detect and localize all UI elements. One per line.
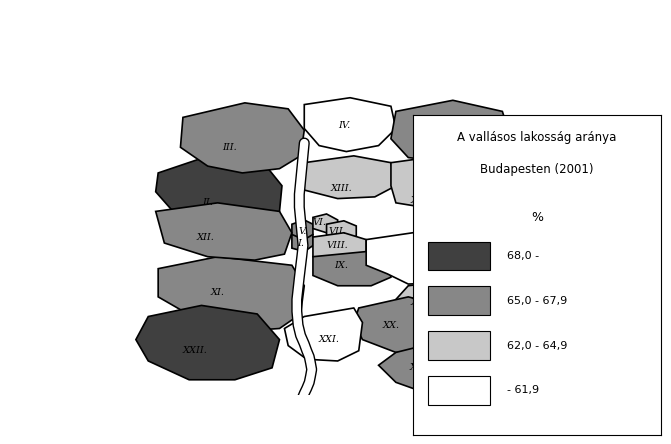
- Polygon shape: [327, 221, 356, 240]
- Text: 65,0 - 67,9: 65,0 - 67,9: [507, 296, 567, 306]
- Text: IX.: IX.: [334, 261, 348, 270]
- Polygon shape: [354, 297, 458, 353]
- Polygon shape: [313, 233, 366, 260]
- Polygon shape: [366, 231, 478, 284]
- Text: XIV.: XIV.: [411, 196, 430, 205]
- Polygon shape: [391, 154, 495, 209]
- Polygon shape: [313, 252, 391, 286]
- Bar: [427, 242, 490, 270]
- Text: A vallásos lakosság aránya: A vallásos lakosság aránya: [457, 131, 617, 144]
- Text: XXI.: XXI.: [319, 335, 340, 344]
- Text: VII.: VII.: [329, 226, 347, 236]
- Text: II.: II.: [202, 198, 213, 207]
- Text: XVII.: XVII.: [519, 244, 545, 253]
- Text: VIII.: VIII.: [327, 241, 348, 250]
- Bar: [427, 286, 490, 315]
- Text: I.: I.: [297, 238, 304, 247]
- Bar: [427, 331, 490, 360]
- Polygon shape: [378, 337, 511, 397]
- Text: X.: X.: [428, 256, 438, 265]
- Text: XVIII.: XVIII.: [518, 304, 546, 313]
- Text: XXII.: XXII.: [183, 346, 208, 355]
- Polygon shape: [156, 203, 292, 260]
- Polygon shape: [292, 229, 313, 252]
- Polygon shape: [156, 154, 282, 224]
- Polygon shape: [180, 103, 304, 173]
- Text: %: %: [531, 211, 543, 224]
- Polygon shape: [490, 149, 594, 209]
- Text: VI.: VI.: [312, 218, 326, 227]
- Polygon shape: [478, 200, 607, 274]
- Text: XXIII.: XXIII.: [410, 363, 439, 373]
- Text: Budapesten (2001): Budapesten (2001): [480, 163, 594, 176]
- Text: - 61,9: - 61,9: [507, 385, 539, 395]
- Text: XV.: XV.: [421, 134, 435, 143]
- Text: V.: V.: [299, 226, 307, 236]
- Text: XI.: XI.: [211, 288, 225, 297]
- Polygon shape: [304, 156, 396, 198]
- Bar: [427, 376, 490, 405]
- Text: XII.: XII.: [197, 233, 214, 242]
- Polygon shape: [396, 277, 507, 329]
- Polygon shape: [285, 308, 362, 361]
- Polygon shape: [292, 220, 313, 240]
- Text: 68,0 -: 68,0 -: [507, 251, 539, 261]
- Text: XX.: XX.: [382, 321, 399, 329]
- Polygon shape: [313, 214, 338, 233]
- Text: XIX.: XIX.: [410, 298, 431, 307]
- Text: III.: III.: [223, 143, 238, 152]
- Text: IV.: IV.: [338, 121, 350, 131]
- Polygon shape: [304, 98, 396, 151]
- Text: 62,0 - 64,9: 62,0 - 64,9: [507, 341, 568, 351]
- Polygon shape: [136, 305, 280, 380]
- Polygon shape: [158, 257, 304, 331]
- Text: XIII.: XIII.: [331, 184, 352, 193]
- Polygon shape: [478, 269, 601, 337]
- Polygon shape: [391, 100, 511, 163]
- Text: XVI.: XVI.: [513, 190, 534, 199]
